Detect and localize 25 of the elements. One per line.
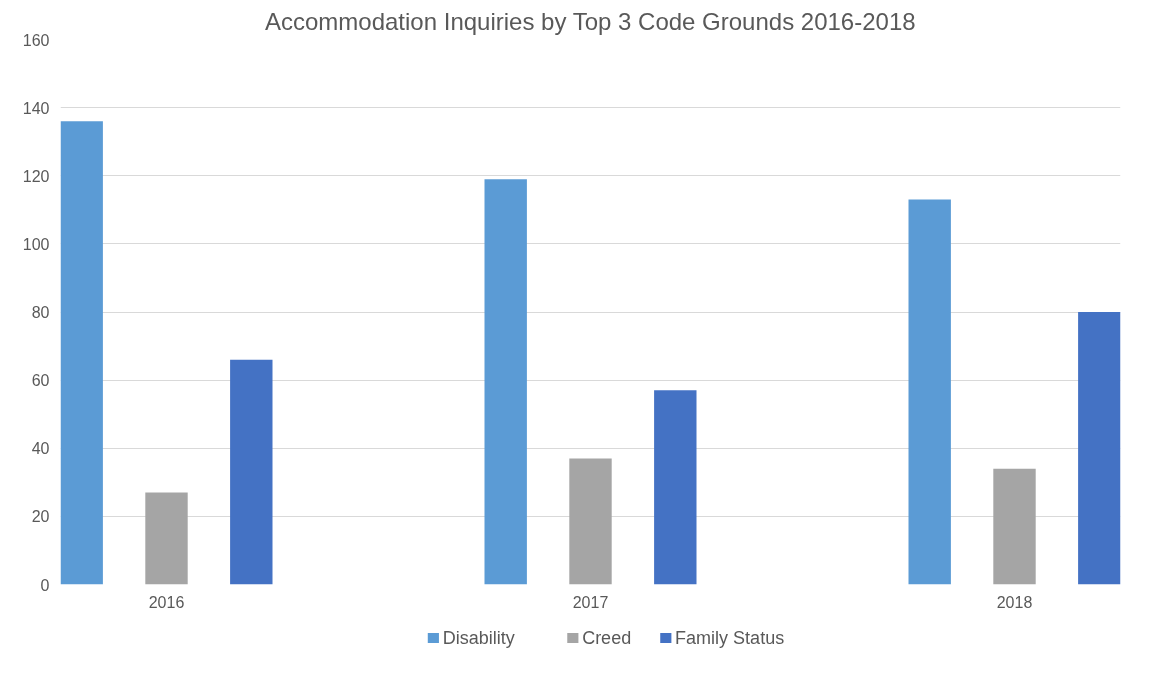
bar [145,492,188,585]
y-tick-label: 160 [22,31,50,49]
bar [484,179,527,585]
legend-label: Disability [442,628,515,648]
legend-label: Family Status [675,628,785,648]
x-tick-label: 2017 [572,593,609,611]
bar [230,359,273,585]
y-tick-label: 60 [31,372,50,390]
y-tick-label: 80 [31,304,50,321]
y-tick-label: 0 [40,576,50,594]
bar [60,121,103,585]
chart-title: Accommodation Inquiries by Top 3 Code Grounds 2016-2018 [264,7,916,35]
legend-label: Creed [582,628,632,648]
y-tick-label: 120 [22,167,50,185]
y-tick-label: 20 [31,508,50,526]
y-tick-label: 40 [31,440,50,458]
x-tick-label: 2018 [996,593,1033,611]
bar [1078,312,1121,585]
bar [654,390,697,585]
bar [908,199,951,585]
y-tick-label: 140 [22,99,50,117]
bar [569,458,612,585]
y-tick-label: 100 [22,235,50,253]
bar [993,468,1036,585]
x-tick-label: 2016 [148,593,185,611]
